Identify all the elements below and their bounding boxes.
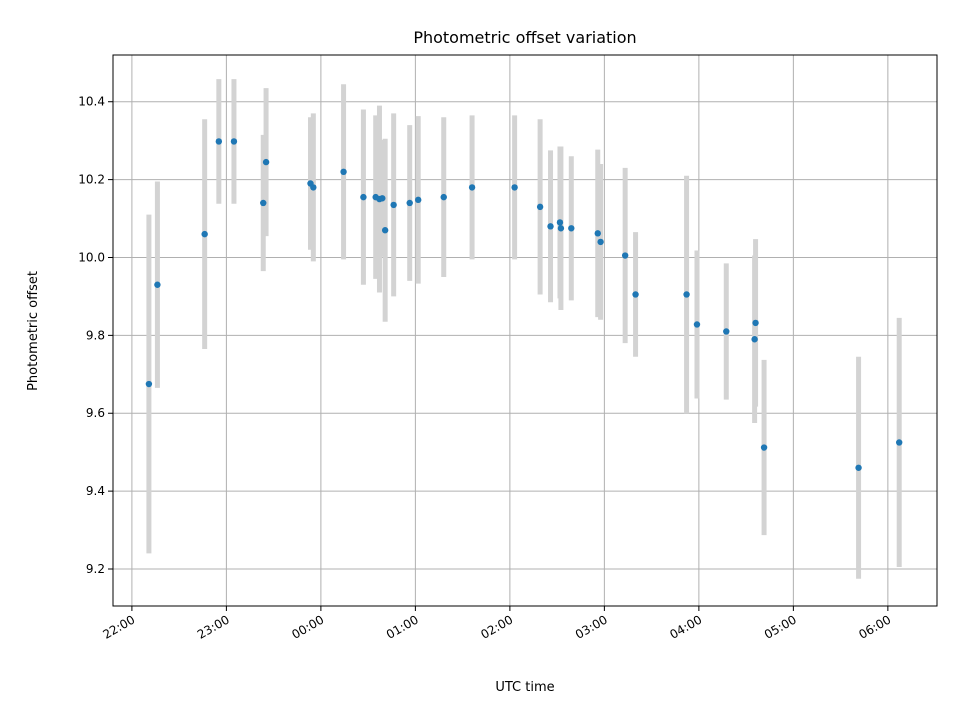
y-tick-label: 10.2	[78, 173, 105, 187]
data-point	[215, 138, 223, 145]
y-axis-ticks: 9.2 9.4 9.6 9.8 10.0 10.2 10.4	[78, 95, 113, 576]
data-point	[310, 184, 317, 191]
y-tick-label: 9.6	[86, 406, 105, 420]
data-point	[693, 321, 701, 328]
data-point	[145, 380, 153, 388]
data-point	[855, 464, 862, 471]
data-point	[557, 225, 565, 232]
data-point	[154, 281, 161, 288]
y-tick-label: 9.8	[86, 328, 105, 342]
data-point	[536, 203, 544, 211]
x-axis-label: UTC time	[495, 680, 554, 695]
data-point	[547, 223, 554, 230]
data-point	[260, 199, 267, 207]
data-point	[594, 230, 601, 237]
data-point	[568, 225, 575, 232]
plot-frame	[112, 54, 938, 607]
data-points	[145, 138, 903, 471]
y-tick-label: 9.4	[86, 484, 105, 498]
data-point	[751, 336, 758, 343]
grid	[113, 55, 937, 606]
data-point	[632, 291, 639, 298]
data-point	[760, 444, 768, 451]
data-point	[896, 439, 903, 446]
data-point	[440, 193, 447, 201]
data-point	[201, 230, 208, 238]
data-point	[340, 168, 347, 176]
data-point	[262, 158, 270, 166]
data-point	[511, 184, 518, 191]
data-point	[556, 219, 564, 226]
data-point	[752, 319, 759, 327]
data-point	[415, 196, 422, 204]
data-point	[360, 193, 367, 201]
data-point	[406, 199, 413, 207]
y-axis-label: Photometric offset	[26, 271, 41, 391]
y-tick-label: 9.2	[86, 562, 105, 576]
data-point	[683, 291, 690, 298]
y-tick-label: 10.0	[78, 250, 105, 264]
data-point	[390, 201, 397, 209]
data-point	[621, 252, 629, 259]
data-point	[230, 138, 238, 145]
data-point	[597, 238, 604, 246]
data-point	[381, 227, 389, 234]
data-point	[723, 328, 730, 335]
chart-title: Photometric offset variation	[413, 28, 636, 47]
y-tick-label: 10.4	[78, 95, 105, 109]
data-point	[468, 184, 476, 191]
data-point	[379, 195, 386, 202]
